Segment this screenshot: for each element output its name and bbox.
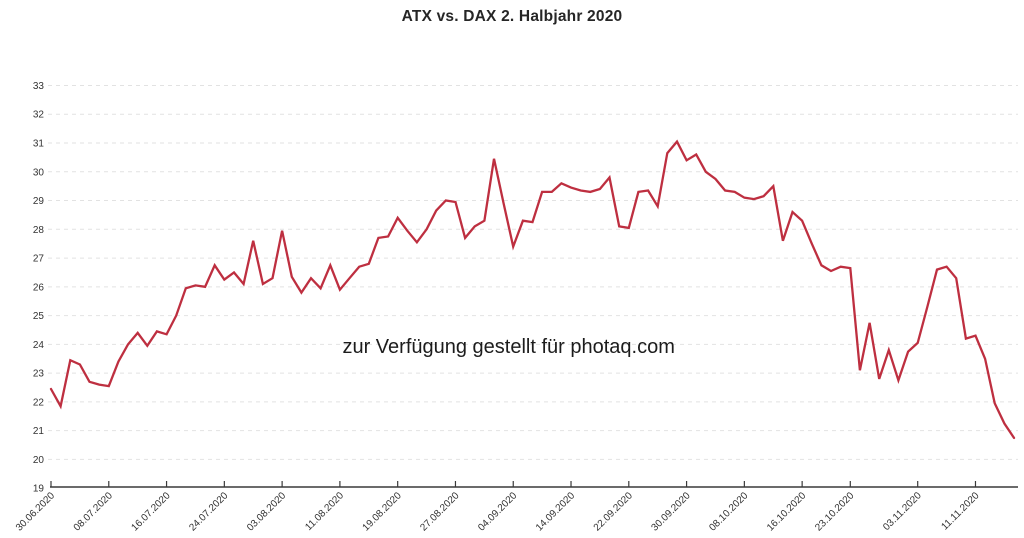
x-tick-label: 16.10.2020: [765, 490, 808, 533]
x-tick-label: 03.11.2020: [881, 490, 924, 533]
atx-series-line: [49, 139, 1016, 440]
x-tick-label: 30.06.2020: [14, 490, 57, 533]
y-tick-label: 33: [33, 81, 45, 92]
y-tick-label: 31: [33, 139, 45, 150]
y-tick-label: 26: [33, 282, 45, 293]
x-tick-label: 24.07.2020: [187, 490, 230, 533]
x-tick-label: 30.09.2020: [650, 490, 693, 533]
x-tick-label: 08.10.2020: [707, 490, 750, 533]
y-tick-label: 27: [33, 254, 45, 265]
x-tick-label: 11.08.2020: [303, 490, 346, 533]
x-tick-label: 08.07.2020: [72, 490, 115, 533]
y-tick-label: 32: [33, 110, 45, 121]
x-tick-label: 22.09.2020: [592, 490, 635, 533]
x-tick-label: 03.08.2020: [245, 490, 288, 533]
watermark-text: zur Verfügung gestellt für photaq.com: [342, 336, 675, 358]
x-tick-label: 23.10.2020: [813, 490, 856, 533]
y-tick-label: 30: [33, 167, 45, 178]
y-tick-label: 22: [33, 397, 45, 408]
y-tick-label: 21: [33, 426, 45, 437]
x-tick-label: 16.07.2020: [130, 490, 173, 533]
x-tick-label: 04.09.2020: [476, 490, 519, 533]
x-tick-label: 19.08.2020: [361, 490, 404, 533]
y-tick-label: 20: [33, 455, 45, 466]
y-tick-label: 19: [33, 484, 45, 495]
y-tick-label: 23: [33, 369, 45, 380]
y-tick-label: 29: [33, 196, 45, 207]
x-tick-label: 27.08.2020: [418, 490, 461, 533]
x-tick-label: 11.11.2020: [939, 490, 981, 532]
chart-title: ATX vs. DAX 2. Halbjahr 2020: [401, 8, 623, 25]
y-tick-label: 28: [33, 225, 45, 236]
y-tick-label: 24: [33, 340, 45, 351]
y-tick-label: 25: [33, 311, 45, 322]
x-tick-label: 14.09.2020: [534, 490, 577, 533]
